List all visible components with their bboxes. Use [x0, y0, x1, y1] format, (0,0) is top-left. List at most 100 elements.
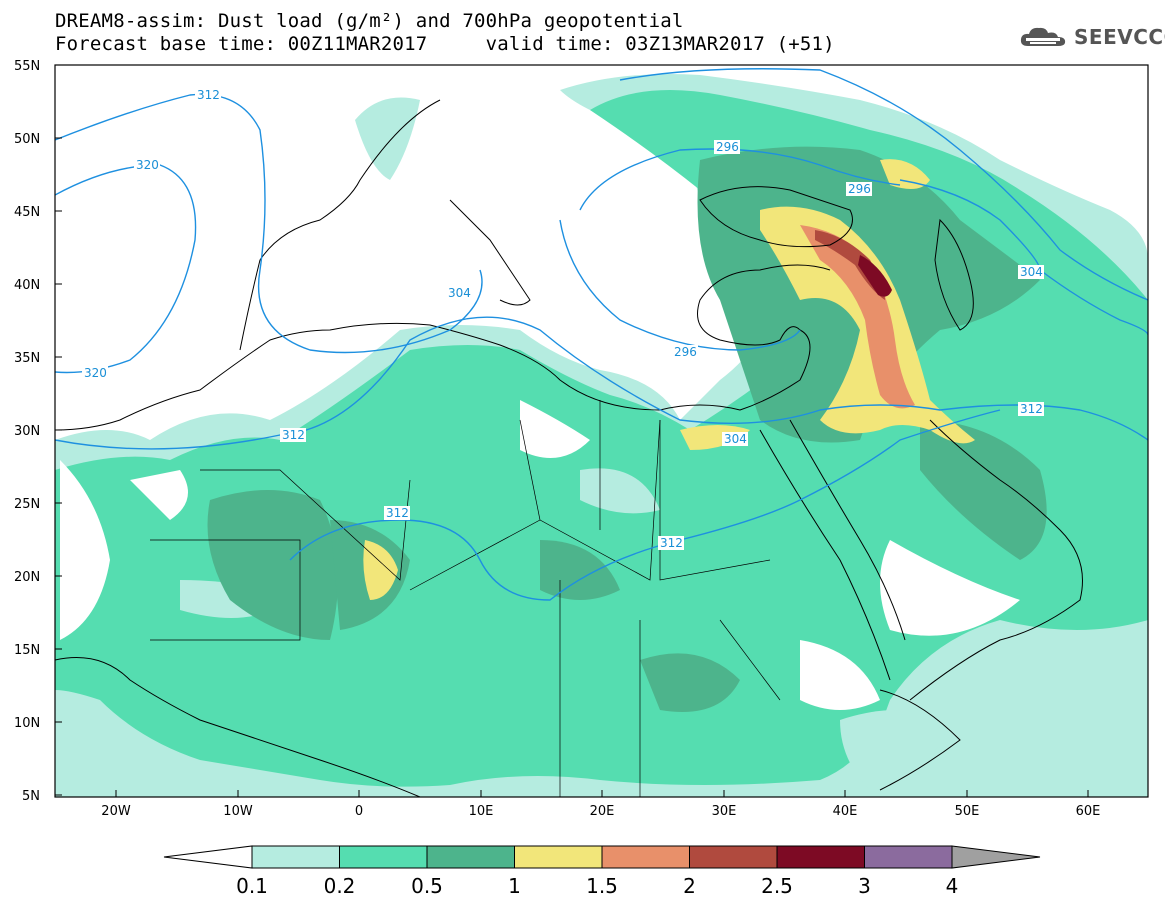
- borders: [150, 400, 781, 797]
- seevccc-logo: SEEVCCC: [1018, 24, 1165, 50]
- lat-label: 10N: [14, 716, 40, 731]
- lon-label: 10E: [469, 804, 494, 819]
- contour-label: 312: [282, 428, 305, 442]
- lat-label: 20N: [14, 570, 40, 585]
- contour-label: 320: [136, 158, 159, 172]
- contour-312-north: [55, 93, 483, 354]
- colorbar-labels: 0.1 0.2 0.5 1 1.5 2 2.5 3 4: [236, 874, 958, 898]
- colorbar-cell: [601, 845, 690, 869]
- lat-label: 25N: [14, 497, 40, 512]
- lon-label: 30E: [712, 804, 737, 819]
- colorbar-tick-label: 1: [508, 874, 521, 898]
- lat-label: 35N: [14, 351, 40, 366]
- contour-312-sahara: [289, 409, 1001, 601]
- colorbar-tick-label: 3: [858, 874, 871, 898]
- red-sea-west: [759, 429, 891, 681]
- dust-level-4-mali: [363, 540, 398, 600]
- logo-text: SEEVCCC: [1074, 25, 1165, 49]
- contour-label: 296: [716, 140, 739, 154]
- colorbar-tick-label: 1.5: [586, 874, 618, 898]
- contour-label: 312: [197, 88, 220, 102]
- border-egypt-sudan: [659, 420, 771, 581]
- colorbar-cells: [251, 845, 953, 869]
- lon-label: 50E: [955, 804, 980, 819]
- contour-label: 296: [848, 182, 871, 196]
- clear-arabia: [880, 540, 1020, 636]
- colorbar-cell: [776, 845, 865, 869]
- lat-label: 40N: [14, 278, 40, 293]
- border-mauritania-mali: [200, 469, 411, 581]
- colorbar-tick-label: 0.5: [411, 874, 443, 898]
- contour-north-east: [619, 68, 1148, 301]
- dust-level-5: [800, 225, 915, 409]
- dust-patch-northsea: [355, 97, 420, 180]
- west-africa-coast: [55, 657, 421, 797]
- lat-label: 5N: [22, 789, 40, 804]
- colorbar-cell: [864, 845, 953, 869]
- black-sea: [699, 186, 853, 248]
- lat-ticks: [55, 64, 62, 796]
- horn-coast: [879, 689, 961, 791]
- colorbar-tick-label: 0.2: [324, 874, 356, 898]
- italy-coast: [449, 199, 531, 306]
- north-africa-coast: [55, 264, 831, 431]
- border-niger-chad: [409, 419, 661, 591]
- contour-296-b: [559, 219, 801, 351]
- arabia-coast: [909, 419, 1083, 701]
- border-libya: [519, 400, 601, 530]
- colorbar-cell: [426, 845, 515, 869]
- dust-level-4-egypt: [680, 425, 750, 450]
- dust-level-4-russia: [880, 159, 930, 189]
- lat-label: 50N: [14, 132, 40, 147]
- map-subtitle-times: Forecast base time: 00Z11MAR2017 valid t…: [55, 33, 835, 55]
- dust-level-3-sudan: [640, 653, 740, 712]
- contour-label: 296: [674, 345, 697, 359]
- lat-label: 45N: [14, 205, 40, 220]
- contour-label: 320: [84, 366, 107, 380]
- lon-label: 40E: [833, 804, 858, 819]
- contour-296: [579, 148, 901, 211]
- contour-label: 312: [660, 536, 683, 550]
- map-title: DREAM8-assim: Dust load (g/m²) and 700hP…: [55, 10, 684, 32]
- lon-label: 10W: [223, 804, 253, 819]
- border-west-africa: [150, 539, 301, 641]
- light-somalia: [840, 710, 950, 790]
- geopotential-contours: [55, 68, 1148, 601]
- lat-labels: 55N 50N 45N 40N 35N 30N 25N 20N 15N 10N …: [14, 59, 40, 804]
- contour-label: 312: [1020, 402, 1043, 416]
- border-central-africa: [559, 580, 781, 797]
- colorbar-cell: [514, 845, 603, 869]
- colorbar-cell: [251, 845, 340, 869]
- colorbar-tick-label: 0.1: [236, 874, 268, 898]
- colorbar-tick-label: 2.5: [761, 874, 793, 898]
- colorbar-under-arrow: [163, 845, 253, 869]
- lat-label: 55N: [14, 59, 40, 74]
- dust-level-7: [858, 255, 892, 297]
- colorbar-tick-label: 4: [946, 874, 959, 898]
- contour-label: 304: [724, 432, 747, 446]
- dust-shading: [55, 74, 1148, 797]
- cloud-icon: [1020, 27, 1066, 46]
- contour-label: 304: [1020, 265, 1043, 279]
- lon-label: 60E: [1076, 804, 1101, 819]
- clear-atlantic: [60, 460, 110, 640]
- lon-labels: 20W 10W 0 10E 20E 30E 40E 50E 60E: [101, 804, 1100, 819]
- colorbar-cell: [689, 845, 778, 869]
- lon-label: 0: [355, 804, 363, 819]
- contour-labels: 312 320 296 296 304 296 304 312 304 312 …: [82, 88, 1044, 550]
- lat-label: 30N: [14, 424, 40, 439]
- clear-libya: [520, 400, 590, 458]
- colorbar-over-arrow: [951, 845, 1041, 869]
- colorbar-cell: [339, 845, 428, 869]
- iberia-france-coast: [239, 99, 441, 351]
- dust-level-3-westafrica: [207, 490, 338, 640]
- lon-ticks: [115, 790, 1089, 797]
- dust-level-6: [815, 230, 885, 300]
- lon-label: 20E: [590, 804, 615, 819]
- coastlines: [55, 99, 1083, 797]
- contour-320: [55, 164, 197, 374]
- red-sea-east: [789, 419, 906, 641]
- clear-patch: [130, 470, 188, 520]
- clear-horn: [800, 640, 880, 710]
